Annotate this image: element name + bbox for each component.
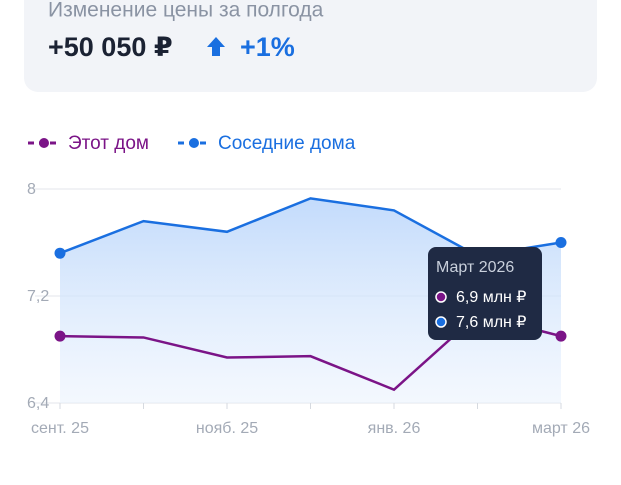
point bbox=[555, 330, 567, 342]
legend-label: Соседние дома bbox=[218, 133, 356, 154]
tooltip-dot bbox=[435, 316, 447, 328]
percent-change: +1% bbox=[240, 32, 295, 62]
x-tick-label: янв. 26 bbox=[368, 420, 421, 437]
legend-dot bbox=[39, 138, 49, 148]
legend-label: Этот дом bbox=[68, 133, 149, 154]
tooltip-dot bbox=[435, 291, 447, 303]
summary-card bbox=[24, 0, 597, 92]
x-tick-label: март 26 bbox=[532, 420, 590, 437]
tooltip-title: Март 2026 bbox=[436, 259, 514, 276]
y-tick-label: 6,4 bbox=[27, 395, 49, 412]
tooltip-value: 7,6 млн ₽ bbox=[456, 314, 526, 331]
x-tick-label: нояб. 25 bbox=[196, 420, 258, 437]
up-arrow bbox=[207, 37, 225, 56]
point bbox=[54, 247, 66, 259]
card-title: Изменение цены за полгода bbox=[48, 0, 324, 22]
y-tick-label: 8 bbox=[27, 181, 36, 198]
tooltip bbox=[428, 247, 542, 340]
legend-dot bbox=[189, 138, 199, 148]
x-tick-label: сент. 25 bbox=[31, 420, 89, 437]
chart: 6,4 7,2 8 сент. 25 нояб. 25 янв. 26 март 26 Это… bbox=[27, 133, 590, 437]
tooltip-value: 6,9 млн ₽ bbox=[456, 289, 526, 306]
y-tick-label: 7,2 bbox=[27, 288, 49, 305]
point bbox=[555, 237, 567, 248]
price-change: +50 050 ₽ bbox=[48, 32, 173, 62]
point bbox=[54, 330, 66, 342]
